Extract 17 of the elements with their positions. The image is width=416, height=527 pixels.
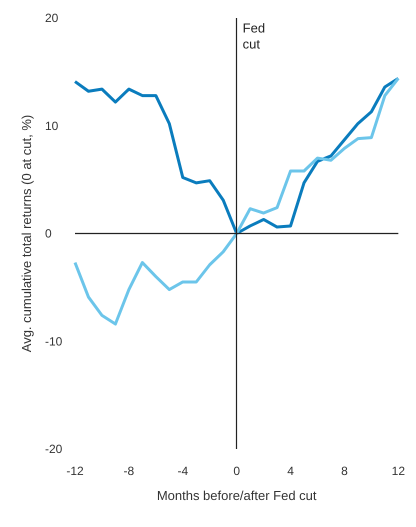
y-tick-label: 0 — [45, 226, 52, 240]
x-tick-label: -4 — [177, 464, 188, 478]
x-tick-label: 12 — [392, 464, 406, 478]
y-tick-label: -10 — [45, 334, 63, 348]
y-tick-label: 10 — [45, 118, 59, 133]
x-axis-title: Months before/after Fed cut — [156, 488, 317, 503]
ref-line-label: Fed cut — [242, 20, 269, 52]
y-tick-label: -20 — [45, 442, 63, 456]
line-series — [74, 76, 400, 235]
x-tick-label: 0 — [233, 464, 240, 478]
line-series — [74, 76, 400, 326]
y-tick-label: 20 — [45, 11, 59, 25]
x-tick-label: -12 — [66, 464, 84, 478]
x-tick-label: -8 — [124, 464, 135, 478]
x-tick-label: 4 — [287, 464, 294, 478]
y-axis-title: Avg. cumulative total returns (0 at cut, %) — [19, 114, 34, 352]
x-tick-label: 8 — [341, 464, 348, 478]
